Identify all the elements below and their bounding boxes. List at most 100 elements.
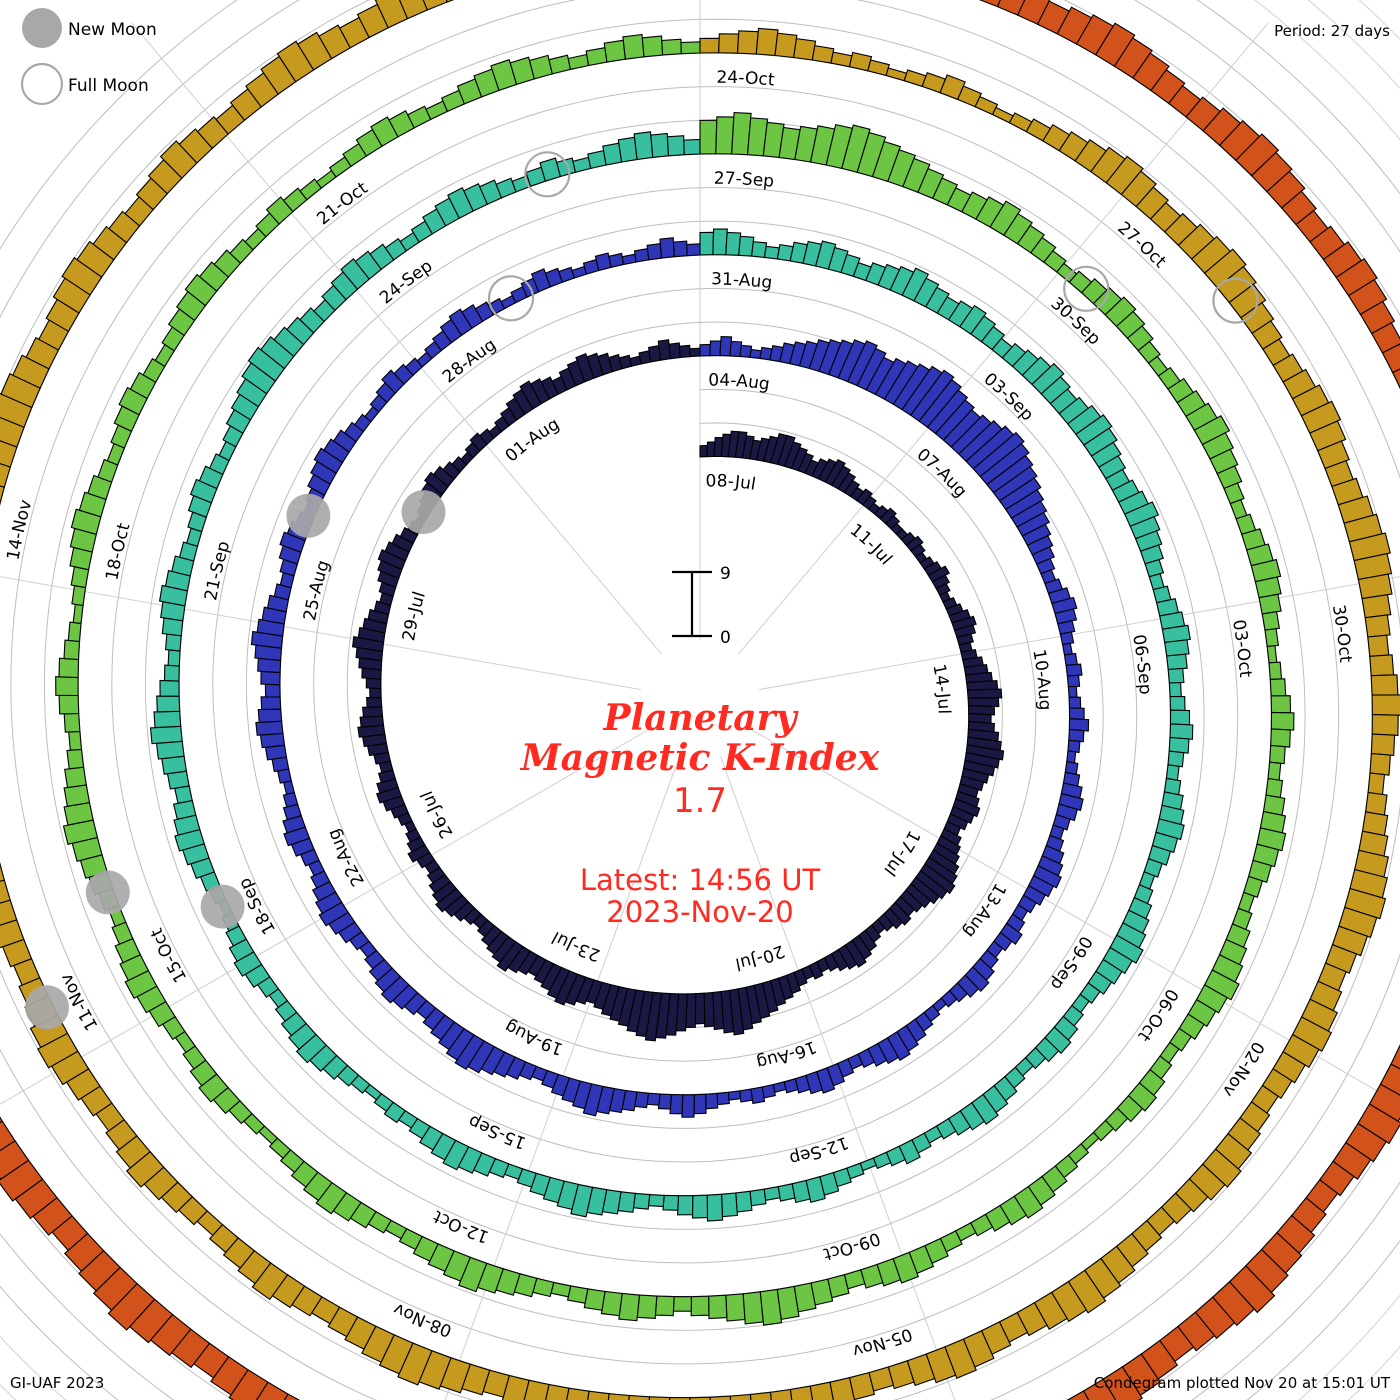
- kp-bar: [0, 879, 11, 904]
- kp-bar: [843, 479, 861, 498]
- kp-bar: [992, 465, 1038, 502]
- kp-bar: [0, 462, 11, 488]
- kp-bar: [491, 935, 517, 963]
- kp-bar: [323, 438, 350, 464]
- kp-bar: [913, 277, 940, 308]
- kp-bar: [1164, 639, 1190, 657]
- grid-arc-kp6: [111, 86, 1239, 1264]
- kp-bar: [706, 1193, 724, 1222]
- kp-bar: [952, 798, 981, 818]
- kp-bar: [1132, 52, 1170, 92]
- kp-bar: [0, 899, 18, 926]
- kp-bar: [1348, 532, 1391, 562]
- kp-bar: [412, 1235, 439, 1262]
- kp-bar: [361, 706, 384, 718]
- kp-bar: [1264, 628, 1280, 648]
- kp-bar: [805, 1176, 826, 1203]
- kp-bar: [855, 488, 873, 506]
- kp-bar: [1063, 652, 1078, 666]
- kp-bar: [1055, 803, 1078, 822]
- kp-bar: [715, 116, 735, 155]
- kp-bar: [340, 258, 371, 290]
- kp-bar: [66, 748, 85, 770]
- kp-bar: [964, 752, 1000, 769]
- kp-bar: [255, 1381, 289, 1400]
- kp-bar: [426, 866, 446, 884]
- kp-bar: [974, 95, 999, 116]
- new-moon-marker: [85, 870, 130, 915]
- kp-bar: [846, 340, 878, 387]
- kp-bar: [555, 157, 577, 178]
- kp-bar: [961, 767, 990, 784]
- kp-bar: [286, 316, 315, 346]
- kp-bar: [647, 1194, 665, 1208]
- kp-bar: [666, 135, 685, 157]
- kp-bar: [257, 708, 283, 723]
- kp-turn-1: [250, 237, 1090, 1118]
- kp-bar: [1126, 325, 1154, 352]
- kp-bar: [901, 267, 930, 302]
- kp-bar: [105, 1118, 138, 1151]
- kp-bar: [1344, 887, 1387, 920]
- kp-bar: [618, 354, 633, 370]
- kp-bar: [888, 901, 912, 926]
- kp-bar: [1169, 1027, 1192, 1052]
- new-moon-marker: [286, 493, 331, 538]
- date-label: 21-Sep: [201, 539, 234, 602]
- kp-bar: [445, 1027, 475, 1061]
- kp-bar: [1068, 696, 1082, 709]
- kp-bar: [993, 931, 1013, 952]
- center-latest-time: Latest: 14:56 UT: [580, 863, 821, 897]
- kp-bar: [1166, 653, 1188, 671]
- kp-bar: [167, 649, 181, 667]
- legend: New Moon Full Moon: [20, 8, 157, 106]
- kp-bar: [0, 1140, 30, 1180]
- kp-bar: [279, 531, 306, 553]
- kp-bar: [793, 37, 817, 61]
- kp-bar: [718, 33, 740, 54]
- new-moon-legend-label: New Moon: [68, 20, 157, 40]
- kp-bar: [725, 1293, 746, 1322]
- kp-bar: [716, 1091, 730, 1106]
- kp-bar: [233, 951, 263, 977]
- kp-bar: [1161, 624, 1191, 644]
- kp-bar: [1092, 1119, 1115, 1142]
- kp-bar: [979, 442, 1030, 486]
- kp-bar: [746, 117, 769, 157]
- spoke: [0, 729, 649, 1105]
- kp-bar: [633, 248, 650, 263]
- kp-bar: [1058, 792, 1084, 812]
- full-moon-icon: [20, 62, 64, 106]
- kp-bar: [856, 131, 887, 178]
- kp-bar: [1030, 236, 1057, 263]
- kp-bar: [0, 392, 33, 428]
- date-label: 16-Aug: [755, 1036, 819, 1072]
- kp-bar: [92, 225, 128, 261]
- kp-bar: [369, 687, 382, 699]
- kp-bar: [161, 755, 188, 775]
- kp-bar: [749, 1391, 772, 1400]
- kp-bar: [1169, 695, 1186, 712]
- kp-bar: [357, 724, 386, 738]
- kp-bar: [259, 732, 286, 749]
- kp-bar: [608, 252, 625, 268]
- kp-bar: [1139, 544, 1165, 565]
- kp-bar: [1034, 1036, 1060, 1063]
- kp-bar: [251, 1262, 289, 1301]
- kp-bar: [407, 844, 431, 863]
- kp-bar: [1032, 865, 1062, 889]
- kp-bar: [1247, 859, 1272, 883]
- kp-bar: [1265, 777, 1284, 799]
- kp-bar: [178, 541, 199, 562]
- kp-bar: [815, 240, 837, 270]
- date-label: 19-Aug: [502, 1016, 566, 1059]
- kp-bar: [273, 326, 305, 358]
- kp-bar: [1005, 489, 1045, 519]
- kp-bar: [554, 970, 579, 1006]
- grid-arc-kp3: [43, 18, 1306, 1331]
- kp-bar: [646, 1092, 661, 1106]
- kp-bar: [1291, 1016, 1333, 1052]
